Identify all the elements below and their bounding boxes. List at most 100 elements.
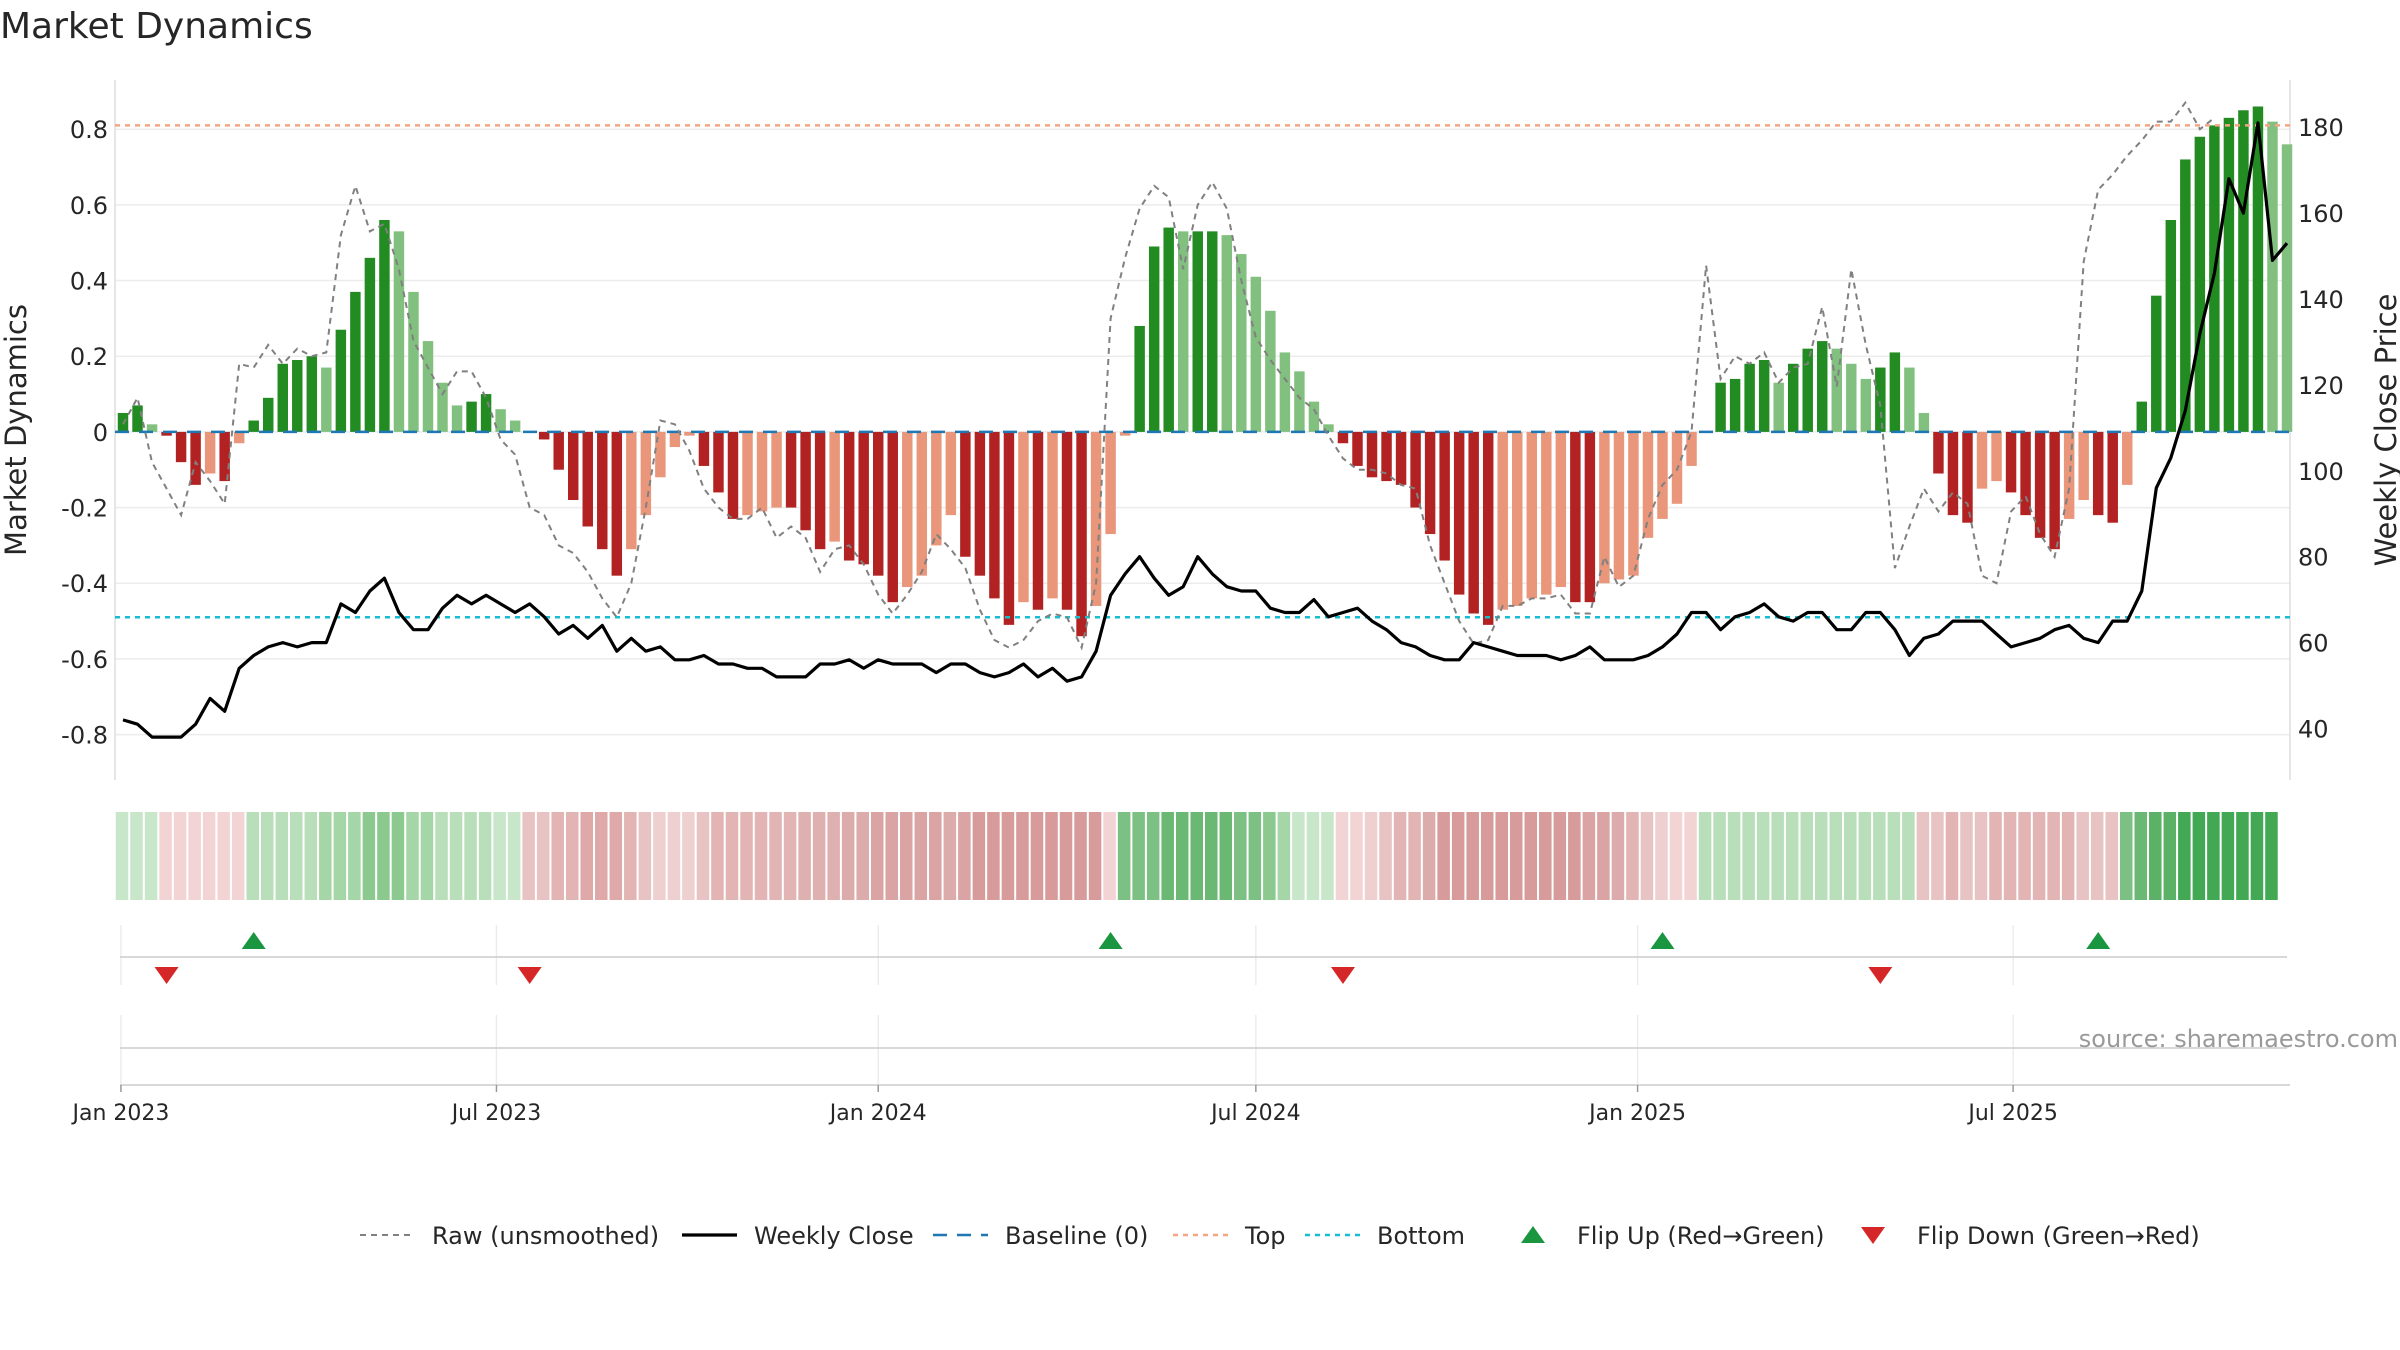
strip-cell xyxy=(1742,812,1755,900)
md-bar xyxy=(335,329,347,432)
md-bar xyxy=(2049,431,2060,550)
x-tick-label: Jul 2025 xyxy=(1966,1101,2058,1126)
strip-cell xyxy=(231,812,245,900)
md-bar xyxy=(1076,431,1087,637)
strip-cell xyxy=(812,812,826,900)
md-bar xyxy=(1497,431,1508,610)
strip-cell xyxy=(1190,812,1203,900)
strip-cell xyxy=(595,812,608,900)
md-bar xyxy=(742,431,753,516)
strip-cell xyxy=(1437,812,1450,900)
strip-cell xyxy=(1263,812,1276,900)
strip-cell xyxy=(2250,812,2264,900)
md-bar xyxy=(713,431,724,493)
md-bar xyxy=(1744,363,1755,432)
md-bar xyxy=(422,341,434,432)
md-bar xyxy=(1192,231,1203,432)
strip-cell xyxy=(856,812,869,900)
y2-axis-label: Weekly Close Price xyxy=(2369,294,2400,567)
strip-cell xyxy=(624,812,637,900)
y2-tick-label: 80 xyxy=(2298,544,2329,572)
strip-cell xyxy=(159,812,172,900)
legend: Raw (unsmoothed) Weekly Close Baseline (0)… xyxy=(360,1222,2200,1250)
md-bar xyxy=(2194,136,2206,432)
md-bar xyxy=(1599,431,1610,584)
strip-cell xyxy=(1161,812,1174,900)
strip-cell xyxy=(1103,812,1116,900)
strip-cell xyxy=(536,812,550,900)
strip-cell xyxy=(1611,812,1625,900)
strip-cell xyxy=(1205,812,1218,900)
chart-title: Market Dynamics xyxy=(0,6,313,47)
md-bar xyxy=(190,431,201,485)
md-bar xyxy=(1308,401,1320,432)
strip-cell xyxy=(260,812,274,900)
md-bar xyxy=(1758,360,1770,432)
legend-label: Bottom xyxy=(1377,1222,1465,1250)
strip-cell xyxy=(2018,812,2031,900)
strip-cell xyxy=(725,812,739,900)
strip-cell xyxy=(754,812,768,900)
md-bar xyxy=(204,431,216,474)
strip-cell xyxy=(2192,812,2206,900)
y-tick-label: 0.8 xyxy=(70,116,108,144)
strip-cell xyxy=(1524,812,1538,900)
strip-cell xyxy=(841,812,855,900)
md-bar xyxy=(1090,431,1102,606)
strip-cell xyxy=(304,812,318,900)
y-axis-label: Market Dynamics xyxy=(0,304,33,556)
md-bar xyxy=(582,431,593,527)
flip-up-marker xyxy=(241,932,266,949)
md-bar xyxy=(1323,424,1334,432)
strip-cell xyxy=(1785,812,1799,900)
legend-item-bottom: Bottom xyxy=(1305,1222,1465,1250)
md-bar xyxy=(538,431,550,440)
md-bar xyxy=(2063,431,2075,519)
strip-cell xyxy=(783,812,797,900)
md-bar xyxy=(1207,231,1218,432)
md-bar xyxy=(785,431,797,508)
md-bar xyxy=(1904,367,1915,432)
strip-cell xyxy=(2061,812,2075,900)
md-bar xyxy=(945,431,957,516)
y-tick-label: 0.4 xyxy=(70,268,108,296)
strip-cell xyxy=(1684,812,1697,900)
strip-cell xyxy=(682,812,695,900)
md-bar xyxy=(829,431,840,542)
strip-cell xyxy=(217,812,230,900)
y2-tick-label: 160 xyxy=(2298,200,2344,228)
md-bar xyxy=(1134,325,1145,432)
strip-cell xyxy=(2134,812,2148,900)
strip-cell xyxy=(478,812,492,900)
md-bar xyxy=(960,431,971,557)
md-bar xyxy=(2078,431,2089,500)
strip-cell xyxy=(1800,812,1813,900)
strip-cell xyxy=(885,812,899,900)
strip-cell xyxy=(653,812,666,900)
md-bar xyxy=(350,291,361,432)
y2-tick-label: 40 xyxy=(2298,715,2329,743)
flip-panel xyxy=(120,925,2287,985)
y2-tick-label: 60 xyxy=(2298,630,2329,658)
md-bar xyxy=(567,431,579,500)
md-bar xyxy=(872,431,884,576)
md-bar xyxy=(2020,431,2031,516)
strip-cell xyxy=(2076,812,2089,900)
legend-label: Raw (unsmoothed) xyxy=(432,1222,659,1250)
flip-up-marker xyxy=(2086,932,2111,949)
strip-cell xyxy=(115,812,129,900)
md-bar xyxy=(771,431,782,508)
y-tick-label: 0 xyxy=(93,419,108,447)
strip-cell xyxy=(870,812,884,900)
strip-cell xyxy=(420,812,434,900)
y-tick-label: -0.2 xyxy=(61,495,108,523)
md-bar xyxy=(1918,412,1930,432)
md-bar xyxy=(1003,431,1015,625)
md-bar xyxy=(437,382,448,432)
md-bar xyxy=(1163,227,1174,432)
md-bar xyxy=(146,424,158,432)
legend-item-top: Top xyxy=(1173,1222,1286,1250)
md-bar xyxy=(1555,431,1567,588)
md-bar xyxy=(2122,431,2133,485)
y2-tick-label: 100 xyxy=(2298,458,2344,486)
